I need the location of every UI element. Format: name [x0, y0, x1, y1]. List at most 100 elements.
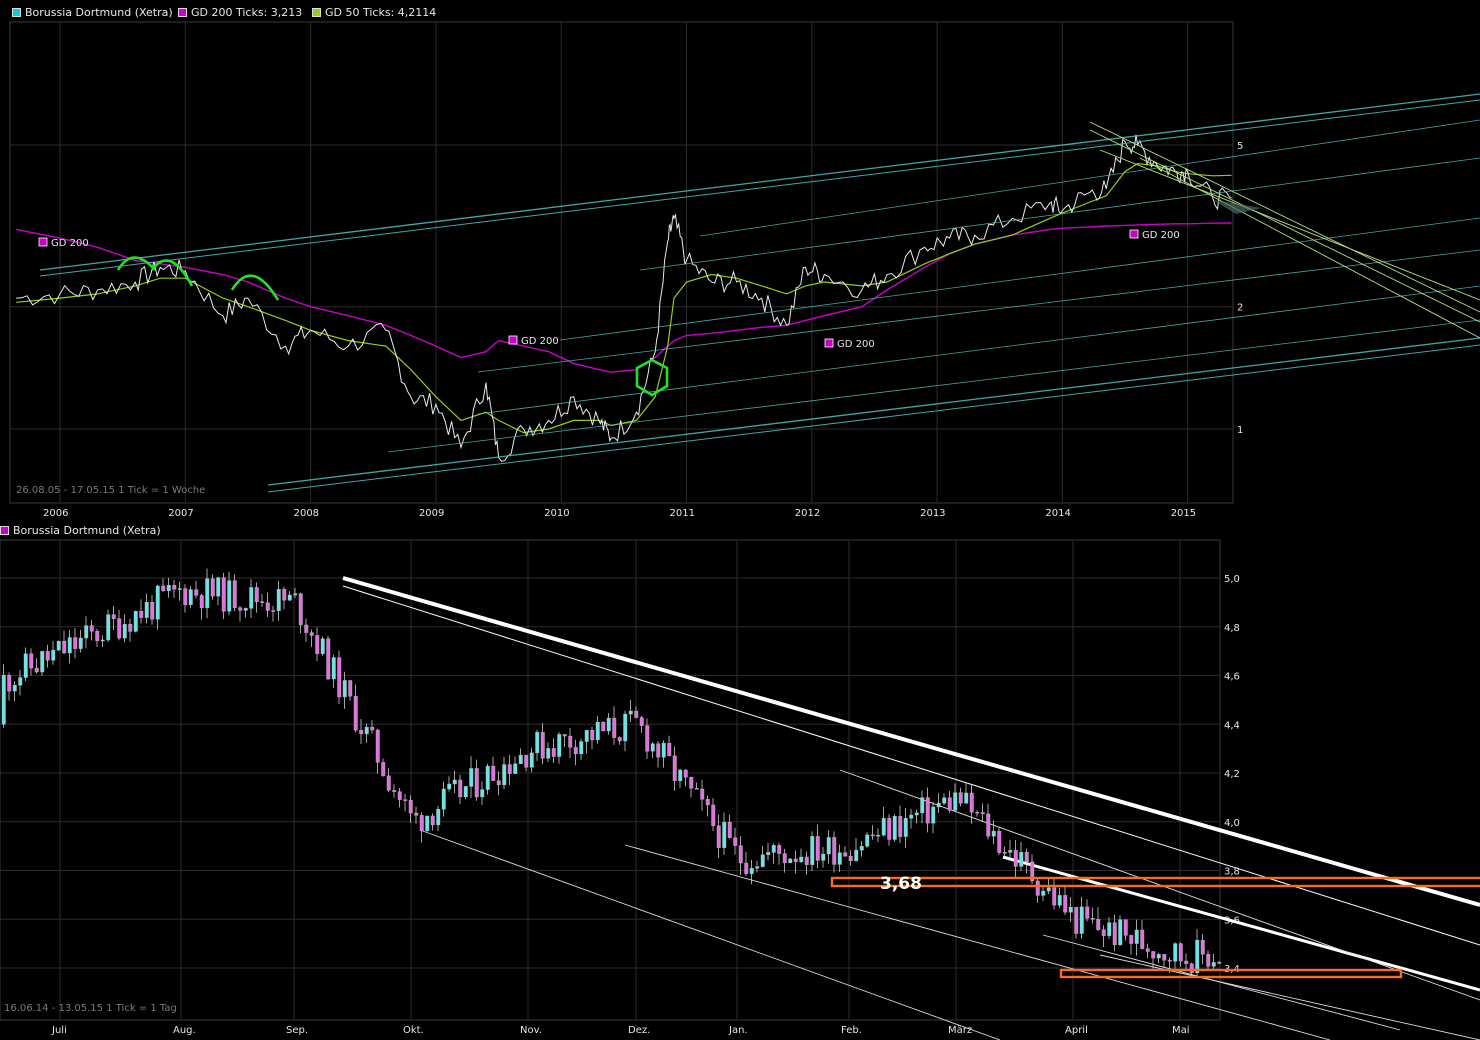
candle-body — [150, 602, 155, 620]
candle-body — [436, 809, 441, 826]
candle-body — [155, 585, 160, 620]
y-tick-label: 1 — [1237, 425, 1243, 436]
candle-body — [513, 763, 518, 774]
x-tick-label: März — [948, 1025, 972, 1036]
candle-body — [1, 675, 6, 725]
candle-body — [194, 589, 199, 596]
candle-body — [249, 587, 254, 609]
shoulder-arc — [230, 274, 280, 301]
candle-body — [832, 837, 837, 865]
candle-body — [689, 777, 694, 789]
gd200-tag-label: GD 200 — [837, 339, 875, 350]
candle-body — [1096, 919, 1101, 930]
candle-body — [84, 625, 89, 639]
y-tick-label: 4,6 — [1224, 672, 1240, 683]
candle-body — [216, 577, 221, 597]
candle-body — [991, 830, 996, 837]
gd200-tag-marker — [38, 237, 48, 247]
candle-body — [1085, 906, 1090, 919]
top-legend-price: Borussia Dortmund (Xetra) — [12, 6, 173, 19]
candle-body — [243, 608, 248, 611]
x-tick-label: 2014 — [1045, 508, 1070, 519]
legend-label: Borussia Dortmund (Xetra) — [25, 6, 173, 19]
candle-body — [661, 742, 666, 758]
gd200-tag-label: GD 200 — [521, 336, 559, 347]
candle-body — [210, 578, 215, 597]
channel-line — [267, 337, 1480, 486]
candle-body — [1101, 929, 1106, 936]
candle-body — [386, 775, 391, 791]
candle-body — [265, 602, 270, 611]
candle-body — [122, 624, 127, 639]
x-tick-label: 2015 — [1171, 508, 1196, 519]
breakout-hexagon — [635, 358, 669, 397]
candle-body — [56, 640, 61, 651]
support-zone-340 — [1059, 968, 1403, 979]
candle-body — [1189, 963, 1194, 973]
candle-body — [738, 845, 743, 864]
candle-body — [221, 577, 226, 612]
candle-body — [1090, 918, 1095, 920]
candle-body — [144, 602, 149, 618]
candle-body — [645, 725, 650, 752]
y-tick-label: 3,8 — [1224, 867, 1240, 878]
candle-body — [898, 815, 903, 837]
top-plot-frame — [9, 21, 1234, 504]
candle-body — [51, 649, 56, 661]
x-tick-label: Feb. — [841, 1025, 862, 1036]
candle-body — [320, 638, 325, 654]
candle-body — [34, 667, 39, 673]
candle-body — [1035, 880, 1040, 896]
top-chart-grid — [9, 21, 1234, 504]
candle-body — [826, 837, 831, 855]
bottom-chart-info: 16.06.14 - 13.05.15 1 Tick = 1 Tag — [4, 1003, 177, 1014]
main-resistance-line — [342, 576, 1480, 907]
candle-body — [309, 632, 314, 636]
candle-body — [799, 856, 804, 862]
channel-line — [39, 99, 1480, 277]
x-tick-label: Mai — [1172, 1025, 1190, 1036]
candle-body — [529, 752, 534, 768]
candle-body — [1030, 861, 1035, 882]
candle-body — [337, 657, 342, 698]
candle-body — [1151, 951, 1156, 959]
fan-line — [1099, 149, 1480, 301]
candle-body — [947, 797, 952, 811]
candle-body — [590, 730, 595, 741]
candle-body — [744, 862, 749, 874]
candle-body — [1079, 906, 1084, 934]
bottom-chart-grid — [0, 539, 1221, 1021]
candle-body — [227, 580, 232, 612]
candle-body — [1063, 895, 1068, 913]
candle-body — [183, 588, 188, 605]
x-tick-label: Nov. — [520, 1025, 542, 1036]
wedge-shade — [1213, 200, 1262, 214]
candle-body — [546, 748, 551, 759]
candle-body — [678, 769, 683, 782]
x-tick-label: April — [1065, 1025, 1088, 1036]
candle-body — [733, 837, 738, 846]
candle-body — [964, 792, 969, 804]
candle-body — [133, 610, 138, 632]
candle-body — [958, 792, 963, 804]
candle-body — [1041, 890, 1046, 896]
y-tick-label: 4,2 — [1224, 769, 1240, 780]
x-tick-label: 2006 — [43, 508, 68, 519]
candle-body — [1052, 887, 1057, 906]
legend-label: GD 50 Ticks: 4,2114 — [325, 6, 437, 19]
candle-body — [524, 754, 529, 768]
candle-body — [100, 639, 105, 642]
top-chart-info: 26.08.05 - 17.05.15 1 Tick = 1 Woche — [16, 485, 206, 496]
candle-body — [936, 803, 941, 808]
support-zone-368 — [830, 876, 1480, 888]
gd200-tag-label: GD 200 — [1142, 230, 1180, 241]
candle-body — [920, 797, 925, 814]
candle-body — [485, 765, 490, 790]
candle-body — [1167, 959, 1172, 962]
x-tick-label: Dez. — [628, 1025, 650, 1036]
candle-body — [463, 786, 468, 798]
candle-body — [892, 815, 897, 840]
channel-line — [559, 217, 1480, 341]
candle-body — [89, 625, 94, 632]
candle-body — [474, 768, 479, 798]
